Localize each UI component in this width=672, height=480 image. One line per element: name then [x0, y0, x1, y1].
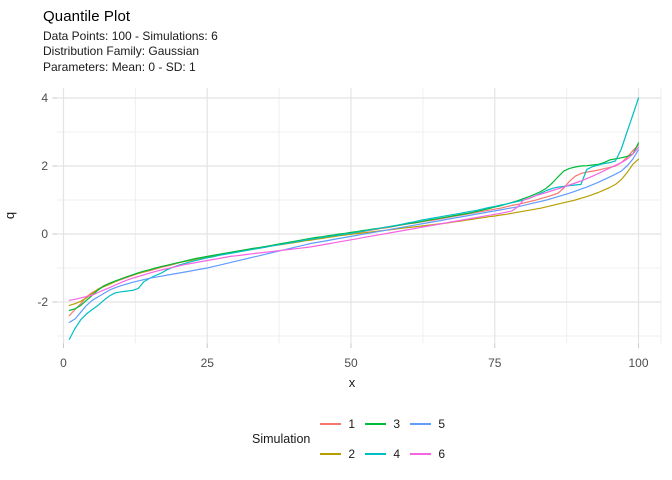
- x-tick-label: 50: [344, 356, 358, 370]
- legend-entry-label: 5: [438, 417, 446, 431]
- chart-title: Quantile Plot: [43, 8, 131, 25]
- legend-key-line-1: [320, 423, 342, 425]
- legend-key-line-2: [320, 453, 342, 455]
- chart-subtitle: Data Points: 100 - Simulations: 6 Distri…: [43, 29, 218, 75]
- y-tick-label: 4: [41, 91, 48, 105]
- legend: Simulation 1 2 3 4 5: [252, 409, 455, 469]
- legend-key-line-3: [365, 423, 387, 425]
- legend-entry-label: 1: [348, 417, 356, 431]
- legend-entry-4: 4: [365, 447, 410, 461]
- subtitle-line-distribution: Distribution Family: Gaussian: [43, 44, 200, 59]
- series-line-1: [68, 144, 640, 317]
- legend-entry-label: 2: [348, 447, 356, 461]
- legend-entry-6: 6: [410, 447, 455, 461]
- legend-entry-2: 2: [320, 447, 365, 461]
- legend-key-line-4: [365, 453, 387, 455]
- legend-key-line-5: [410, 423, 432, 425]
- legend-entry-5: 5: [410, 417, 455, 431]
- x-tick-label: 0: [60, 356, 67, 370]
- legend-key-line-6: [410, 453, 432, 455]
- legend-entry-1: 1: [320, 417, 365, 431]
- legend-grid: 1 2 3 4 5 6: [320, 409, 455, 469]
- y-tick-label: 0: [41, 227, 48, 241]
- x-tick-label: 100: [628, 356, 648, 370]
- legend-entry-label: 3: [393, 417, 401, 431]
- y-axis-title: q: [2, 211, 18, 220]
- legend-entry-label: 6: [438, 447, 446, 461]
- series-line-4: [68, 97, 640, 340]
- subtitle-line-data-points: Data Points: 100 - Simulations: 6: [43, 29, 218, 43]
- series-line-5: [68, 149, 640, 323]
- series-line-3: [68, 142, 640, 312]
- legend-entry-label: 4: [393, 447, 401, 461]
- legend-title: Simulation: [252, 432, 311, 446]
- legend-entry-3: 3: [365, 417, 410, 431]
- y-tick-label: -2: [37, 295, 48, 309]
- y-tick-label: 2: [41, 159, 48, 173]
- series-line-6: [68, 146, 640, 301]
- subtitle-line-parameters: Parameters: Mean: 0 - SD: 1: [43, 59, 196, 74]
- x-tick-label: 25: [201, 356, 215, 370]
- x-tick-label: 75: [488, 356, 502, 370]
- x-axis-title: x: [348, 375, 356, 390]
